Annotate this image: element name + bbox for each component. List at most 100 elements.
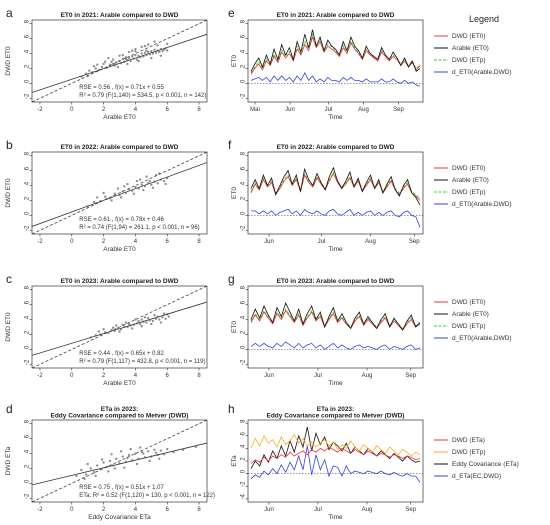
legend-label: DWD (ETp) xyxy=(452,57,486,64)
panel-a-point xyxy=(94,67,97,70)
panel-d-point xyxy=(80,468,83,472)
panel-c-stat-line: RSE = 0.44 , f(x) = 0.65x + 0.82 xyxy=(79,351,164,357)
panel-f-y-tick-label: 6 xyxy=(241,166,247,170)
panel-a-point xyxy=(103,60,107,63)
panel-a-point xyxy=(96,63,99,66)
panel-g-y-tick-label: 0 xyxy=(241,345,247,349)
panel-d-point xyxy=(119,450,123,453)
panel-b-point xyxy=(153,180,156,184)
panel-c-xlabel: Arable ET0 xyxy=(103,380,136,387)
panel-c-point xyxy=(121,323,124,326)
panel-h-y-tick-label: 4 xyxy=(241,444,247,448)
panel-d-point xyxy=(150,455,153,458)
legend-label: d_ET0(Arable,DWD) xyxy=(452,335,512,342)
panel-g-title: ET0 in 2023: Arable compared to DWD xyxy=(277,278,395,285)
panel-a-point xyxy=(159,47,163,51)
panel-h-y-tick-label: -2 xyxy=(241,481,247,487)
panel-a-point xyxy=(92,65,96,68)
panel-e-series-line xyxy=(250,32,421,74)
panel-a-point xyxy=(148,53,151,56)
legend-label: d_ETa(EC,DWD) xyxy=(452,473,501,480)
panel-c-x-tick-label: 2 xyxy=(102,373,106,379)
panel-f-letter: f xyxy=(228,138,232,152)
panel-d-x-tick-label: 6 xyxy=(166,507,170,513)
panel-b-y-tick-label: 6 xyxy=(25,166,31,170)
panel-b-point xyxy=(86,205,89,208)
panel-b-point xyxy=(127,188,131,191)
panel-a-point xyxy=(80,75,83,78)
panel-e-y-tick-label: 6 xyxy=(241,34,247,38)
panel-a-point xyxy=(156,44,159,47)
panel-b-xlabel: Arable ET0 xyxy=(103,246,136,253)
panel-b-point xyxy=(137,187,140,190)
panel-f-ylabel: ET0 xyxy=(231,187,238,199)
panel-b-y-tick-label: 4 xyxy=(25,181,31,185)
panel-d-point xyxy=(100,458,104,461)
panel-e-frame xyxy=(247,19,424,103)
panel-a-point xyxy=(110,60,113,63)
panel-c: c ET0 in 2023: Arable compared to DWD -2 0 2… xyxy=(5,272,208,387)
panel-a-point xyxy=(153,40,156,43)
panel-d-point xyxy=(194,445,198,449)
panel-c-frame xyxy=(31,285,208,369)
panel-g-letter: g xyxy=(228,272,235,286)
panel-d-point xyxy=(92,470,96,474)
panel-a-frame xyxy=(31,19,208,103)
panel-d-point xyxy=(127,453,131,457)
panel-e-title: ET0 in 2021: Arable compared to DWD xyxy=(277,12,395,19)
panel-a-letter: a xyxy=(6,6,13,20)
panel-a-point xyxy=(105,66,108,69)
panel-d: d ETa in 2023:Eddy Covariance compared to… xyxy=(5,402,215,521)
panel-d-point xyxy=(75,474,78,478)
panel-e-series-line xyxy=(250,35,421,75)
panel-c-x-tick-label: 8 xyxy=(197,373,201,379)
panel-b-point xyxy=(92,200,96,204)
panel-b-point xyxy=(145,175,148,178)
panel-c-point xyxy=(150,322,153,326)
panel-c-point xyxy=(131,327,134,330)
panel-c-y-tick-label: 6 xyxy=(25,300,31,304)
panel-f-y-tick-label: 0 xyxy=(241,211,247,215)
panel-d-point xyxy=(123,466,126,469)
panel-c-point xyxy=(127,322,131,326)
panel-a-point xyxy=(124,57,128,60)
panel-b-point xyxy=(99,200,102,203)
panel-d-point xyxy=(153,448,156,452)
panel-c-point xyxy=(164,317,167,320)
panel-a-point xyxy=(91,70,94,74)
legend-label: DWD (ETp) xyxy=(452,449,486,456)
panel-f-series-line xyxy=(250,171,421,200)
panel-b-stat-line: R² = 0.74 (F(1,94) = 261.1, p < 0.001, n… xyxy=(79,225,199,231)
panel-d-point xyxy=(102,461,105,464)
panel-d-point xyxy=(111,464,115,467)
panel-c-point xyxy=(158,318,161,321)
panel-h-x-tick-label: Jun xyxy=(264,507,274,513)
panel-b-point xyxy=(162,179,166,183)
panel-d-point xyxy=(143,456,147,459)
panel-c-point xyxy=(143,316,147,319)
panel-h-y-tick-label: 2 xyxy=(241,457,247,461)
panel-c-point xyxy=(151,319,155,323)
panel-b-point xyxy=(108,197,112,200)
panel-a-point xyxy=(145,49,148,52)
panel-b-x-tick-label: 8 xyxy=(197,239,201,245)
panel-a: a ET0 in 2021: Arable compared to DWD -2 0 2… xyxy=(5,6,208,121)
panel-b-point xyxy=(103,195,107,198)
legend-label: Arable (ET0) xyxy=(452,177,489,184)
panel-b-identity-line xyxy=(32,152,207,234)
panel-b-point xyxy=(132,192,136,195)
panel-c-title: ET0 in 2023: Arable compared to DWD xyxy=(61,278,179,285)
panel-a-point xyxy=(126,62,129,66)
panel-c-letter: c xyxy=(6,272,12,286)
panel-b-letter: b xyxy=(6,138,13,152)
panel-e-y-tick-label: 4 xyxy=(241,49,247,53)
legend-label: DWD (ET0) xyxy=(452,33,486,40)
panel-a-point xyxy=(135,58,139,61)
panel-h-y-tick-label: 8 xyxy=(241,419,247,423)
panel-h-subtitle: Eddy Covariance compared to Metver (DWD) xyxy=(267,413,405,420)
legend-title: Legend xyxy=(469,14,499,24)
panel-a-point xyxy=(100,65,104,69)
panel-b-point xyxy=(118,194,121,197)
panel-g-plot-area xyxy=(248,302,423,350)
panel-d-point xyxy=(138,446,142,449)
